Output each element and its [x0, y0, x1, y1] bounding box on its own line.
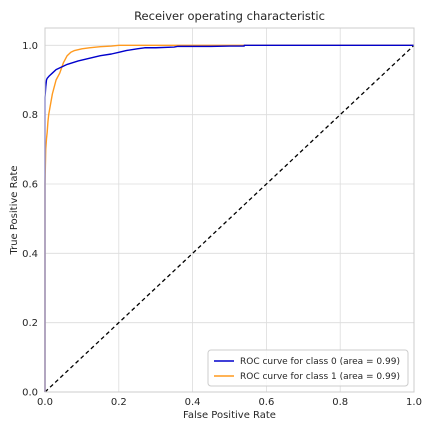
y-axis-label: True Positive Rate [9, 165, 20, 255]
legend-label-class-1: ROC curve for class 1 (area = 0.99) [240, 372, 400, 382]
y-tick-label: 0.0 [22, 388, 38, 399]
y-tick-label: 0.6 [22, 180, 38, 191]
y-tick-label: 0.4 [22, 249, 38, 260]
x-tick-label: 0.4 [185, 397, 201, 408]
x-tick-label: 0.0 [37, 397, 53, 408]
series-layer [44, 44, 415, 393]
chance-diagonal-line [44, 44, 415, 393]
y-tick-label: 0.8 [22, 110, 38, 121]
plot-frame [44, 27, 415, 393]
x-tick-label: 0.8 [332, 397, 348, 408]
y-tick-label: 0.2 [22, 318, 38, 329]
x-tick-label: 0.2 [111, 397, 127, 408]
legend-label-class-0: ROC curve for class 0 (area = 0.99) [240, 357, 400, 367]
legend-box [207, 349, 409, 387]
grid-lines [44, 28, 415, 393]
chart-title: Receiver operating characteristic [134, 9, 325, 23]
x-axis-label: False Positive Rate [183, 410, 276, 421]
roc-curve-class-1 [44, 44, 414, 392]
x-tick-label: 0.6 [258, 397, 274, 408]
y-tick-label: 1.0 [22, 41, 38, 52]
tick-labels: 0.0 0.2 0.4 0.6 0.8 1.0 0.0 0.2 0.4 0.6 0.8 1.0 [22, 41, 422, 408]
legend: ROC curve for class 0 (area = 0.99) ROC … [207, 349, 409, 387]
x-tick-label: 1.0 [406, 397, 422, 408]
plot-area-background [45, 28, 414, 392]
roc-curve-class-0 [44, 44, 414, 392]
